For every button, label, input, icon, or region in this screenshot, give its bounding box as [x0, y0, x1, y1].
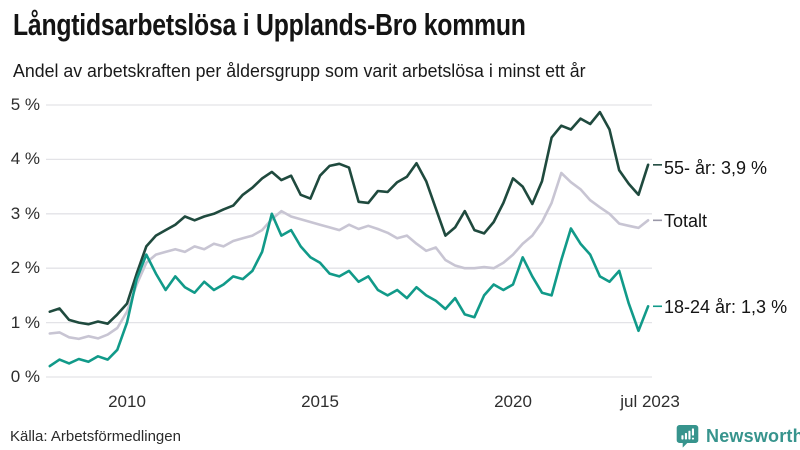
y-axis-tick-3: 3 % — [10, 204, 40, 223]
newsworthy-brand: Newsworthy — [676, 424, 800, 448]
y-axis-tick-5: 5 % — [10, 95, 40, 114]
newsworthy-logo-text: Newsworthy — [706, 425, 800, 446]
series-label-total: Totalt — [664, 211, 708, 231]
x-axis-tick-2015: 2015 — [301, 392, 339, 411]
series-line-55-r — [48, 110, 650, 326]
source-attribution: Källa: Arbetsförmedlingen — [10, 428, 181, 445]
page-subtitle: Andel av arbetskraften per åldersgrupp s… — [13, 60, 586, 81]
x-axis-tick-jul-2023: jul 2023 — [620, 392, 680, 411]
series-label-55-plus: 55- år: 3,9 % — [664, 158, 768, 178]
y-axis-tick-0: 0 % — [10, 367, 40, 386]
newsworthy-logo-icon — [676, 425, 699, 448]
page-title: Långtidsarbetslösa i Upplands-Bro kommun — [13, 7, 526, 42]
y-axis-tick-1: 1 % — [10, 313, 40, 332]
x-axis-tick-2020: 2020 — [494, 392, 532, 411]
series-line-Totalt — [48, 171, 650, 341]
series-line-18-24-r — [48, 212, 650, 368]
x-axis-tick-2010: 2010 — [108, 392, 146, 411]
y-axis-tick-4: 4 % — [10, 149, 40, 168]
series-label-18-24: 18-24 år: 1,3 % — [664, 297, 788, 317]
y-axis-tick-2: 2 % — [10, 258, 40, 277]
